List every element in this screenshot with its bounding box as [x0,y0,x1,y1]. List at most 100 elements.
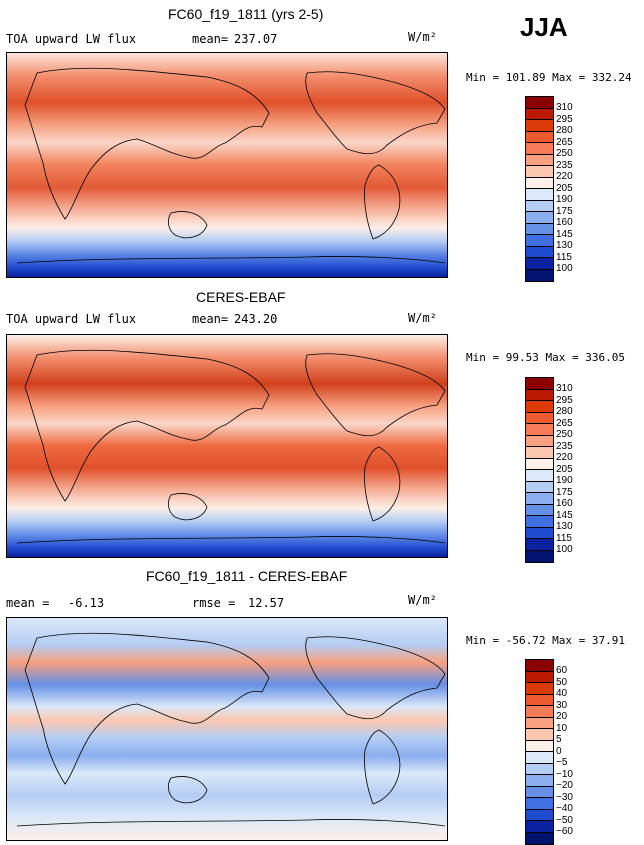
panel-3-mean-label: mean = [6,596,50,610]
colorbar-tick-label: −30 [556,791,573,803]
colorbar-tick-label: −50 [556,814,573,826]
panel-1-colorbar-labels: 310 295 280 265 250 235 220 205 190 175 … [556,102,573,275]
colorbar-tick-label: 250 [556,148,573,159]
panel-1-colorbar-swatch [526,131,553,143]
panel-3-rmse-label: rmse = [192,596,236,610]
panel-3-colorbar-swatch [526,683,553,695]
panel-2-colorbar-swatch [526,516,553,528]
panel-2-variable-label: TOA upward LW flux [6,312,137,326]
panel-1-colorbar-swatch [526,108,553,120]
panel-2-colorbar [525,377,554,563]
panel-3-colorbar-swatch [526,775,553,787]
colorbar-tick-label: 190 [556,475,573,486]
panel-3-minmax: Min = -56.72 Max = 37.91 [466,634,625,647]
panel-1-colorbar-swatch [526,212,553,224]
colorbar-tick-label: 205 [556,182,573,194]
panel-2-minmax: Min = 99.53 Max = 336.05 [466,351,625,364]
season-label: JJA [520,12,568,42]
colorbar-tick-label: 100 [556,263,573,274]
panel-1-coastlines [16,67,446,264]
panel-1-colorbar-swatch [526,246,553,258]
panel-3-colorbar-swatch [526,706,553,718]
colorbar-tick-label: 175 [556,205,573,217]
panel-2-colorbar-swatch [526,435,553,447]
colorbar-tick-label: 115 [556,532,572,544]
colorbar-tick-label: 310 [556,102,573,113]
colorbar-tick-label: 280 [556,406,573,417]
colorbar-tick-label: 20 [556,711,568,722]
colorbar-tick-label: 250 [556,429,573,440]
panel-1-map [6,52,448,278]
panel-2-map [6,334,448,558]
colorbar-tick-label: 10 [556,722,568,734]
panel-1-minmax: Min = 101.89 Max = 332.24 [466,71,632,84]
colorbar-tick-label: 280 [556,125,573,136]
panel-3-colorbar-swatch [526,717,553,729]
colorbar-tick-label: 145 [556,509,573,521]
panel-3-colorbar-swatch [526,729,553,741]
panel-1-units: W/m² [408,30,437,44]
panel-3-colorbar-swatch [526,786,553,798]
panel-1-colorbar-swatch [526,189,553,201]
colorbar-tick-label: 50 [556,676,568,688]
colorbar-tick-label: 40 [556,688,568,699]
panel-1-colorbar-swatch [526,154,553,166]
colorbar-tick-label: 100 [556,544,573,555]
colorbar-tick-label: −10 [556,768,573,780]
colorbar-tick-label: 175 [556,486,573,498]
colorbar-tick-label: 0 [556,745,562,757]
panel-2-colorbar-swatch [526,458,553,470]
panel-2-colorbar-swatch [526,527,553,539]
panel-3-colorbar-swatch [526,763,553,775]
panel-3-title: FC60_f19_1811 - CERES-EBAF [146,568,348,584]
panel-3-mean-value: -6.13 [68,596,105,610]
panel-3-colorbar-swatch [526,694,553,706]
panel-1-mean-label: mean= [192,32,229,46]
panel-1-mean-value: 237.07 [234,32,278,46]
colorbar-tick-label: 30 [556,699,568,711]
panel-1-colorbar-swatch [526,143,553,155]
colorbar-tick-label: 235 [556,159,573,171]
panel-3-units: W/m² [408,593,437,607]
colorbar-tick-label: 295 [556,394,573,406]
colorbar-tick-label: 235 [556,440,573,452]
colorbar-tick-label: 145 [556,228,573,240]
colorbar-tick-label: −60 [556,826,573,837]
colorbar-tick-label: −5 [556,757,568,768]
colorbar-tick-label: 205 [556,463,573,475]
panel-1-variable-label: TOA upward LW flux [6,32,137,46]
panel-3-rmse-value: 12.57 [248,596,285,610]
panel-1-title: FC60_f19_1811 (yrs 2-5) [168,6,324,22]
panel-2-coastlines [16,349,446,544]
panel-2-mean-label: mean= [192,312,229,326]
panel-2-colorbar-swatch [526,401,553,413]
colorbar-tick-label: 265 [556,417,573,429]
panel-3-coastlines [16,632,446,827]
panel-1-colorbar-swatch [526,235,553,247]
panel-2-units: W/m² [408,311,437,325]
panel-1-colorbar-swatch [526,269,553,281]
panel-1-colorbar-swatch [526,166,553,178]
panel-2-colorbar-swatch [526,424,553,436]
panel-2-colorbar-swatch [526,504,553,516]
panel-1-colorbar-swatch [526,97,553,109]
colorbar-tick-label: 220 [556,171,573,182]
colorbar-tick-label: 115 [556,251,572,263]
colorbar-tick-label: 295 [556,113,573,125]
panel-1-colorbar-swatch [526,120,553,132]
panel-2-colorbar-swatch [526,493,553,505]
colorbar-tick-label: 130 [556,240,573,251]
colorbar-tick-label: −20 [556,780,573,791]
panel-2-colorbar-labels: 310 295 280 265 250 235 220 205 190 175 … [556,383,573,556]
panel-3-colorbar-swatch [526,821,553,833]
panel-3-map [6,617,448,841]
panel-2-colorbar-swatch [526,481,553,493]
panel-1-colorbar-swatch [526,223,553,235]
panel-1-colorbar [525,96,554,282]
panel-1-colorbar-swatch [526,200,553,212]
panel-3-colorbar-swatch [526,660,553,672]
panel-2-title: CERES-EBAF [196,289,286,305]
colorbar-tick-label: 60 [556,665,568,676]
panel-3-colorbar-swatch [526,798,553,810]
colorbar-tick-label: 130 [556,521,573,532]
